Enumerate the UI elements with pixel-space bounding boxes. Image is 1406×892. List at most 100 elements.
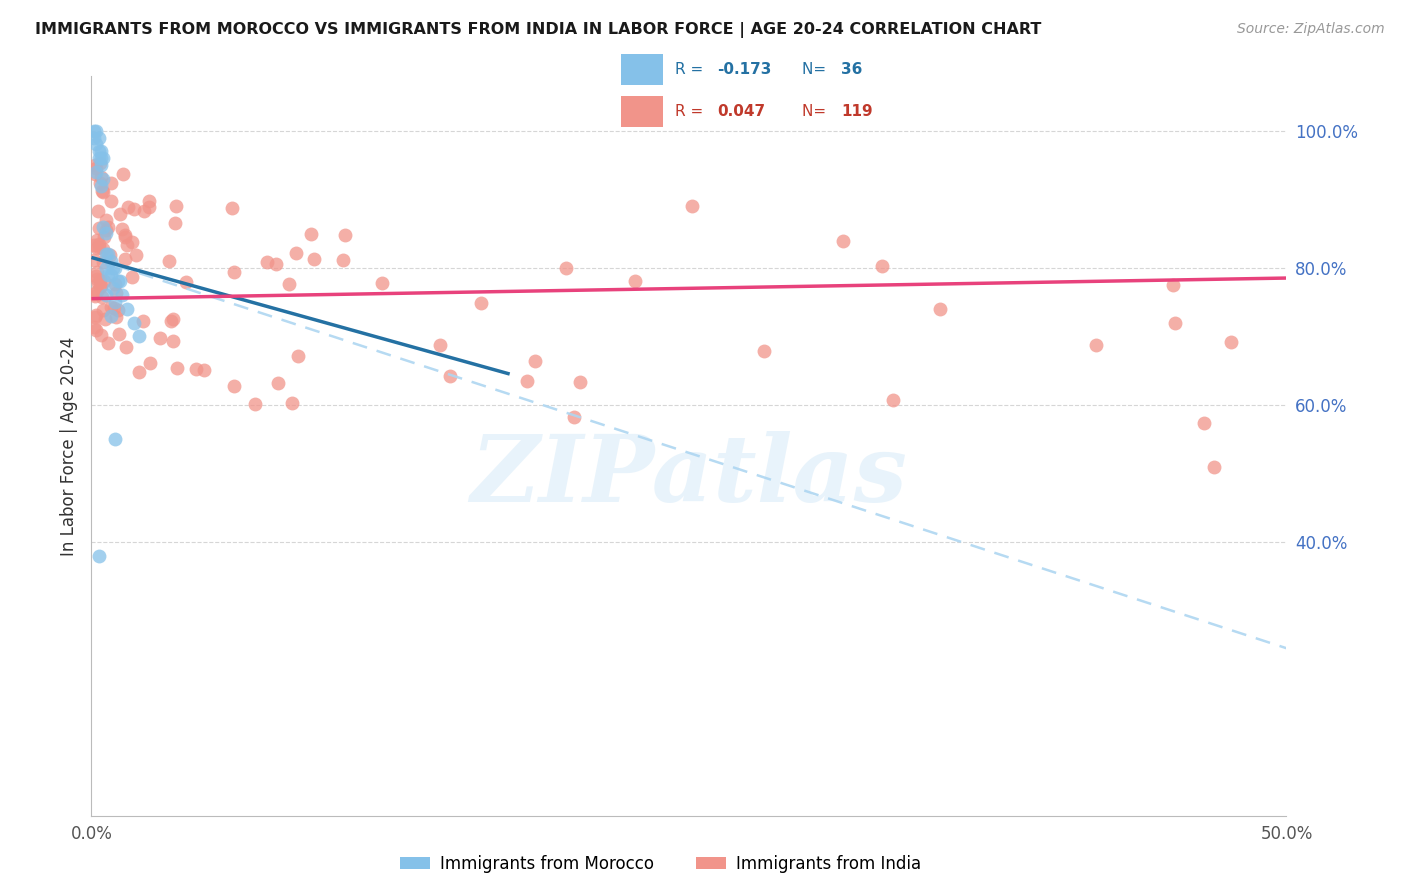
Bar (620, 96, 664, 127)
Point (332, 253, 354, 268)
Text: 0.047: 0.047 (717, 104, 765, 119)
Point (94, 288, 117, 302)
Text: IMMIGRANTS FROM MOROCCO VS IMMIGRANTS FROM INDIA IN LABOR FORCE | AGE 20-24 CORR: IMMIGRANTS FROM MOROCCO VS IMMIGRANTS FR… (35, 22, 1042, 38)
Point (114, 230, 136, 244)
Point (87, 236, 110, 251)
Point (94, 312, 117, 326)
Point (83, 238, 105, 252)
Point (107, 275, 129, 289)
Point (86, 264, 108, 278)
Point (299, 227, 322, 241)
Point (165, 199, 187, 213)
Point (83, 130, 105, 145)
Point (105, 310, 128, 324)
Point (87, 204, 110, 219)
Point (115, 301, 138, 316)
Point (555, 261, 578, 276)
Point (470, 295, 492, 310)
Point (132, 314, 155, 328)
Text: 119: 119 (841, 104, 873, 119)
Point (266, 257, 288, 271)
Point (93, 151, 114, 165)
Point (114, 252, 136, 266)
Point (302, 252, 325, 267)
Point (159, 254, 181, 268)
Point (93, 219, 114, 234)
Legend: Immigrants from Morocco, Immigrants from India: Immigrants from Morocco, Immigrants from… (394, 848, 928, 880)
Text: -0.173: -0.173 (717, 62, 772, 77)
Point (280, 396, 302, 410)
Point (121, 270, 143, 285)
Point (84, 308, 107, 322)
Point (623, 274, 645, 288)
Point (91, 303, 114, 318)
Point (149, 331, 172, 345)
Point (115, 237, 138, 252)
Point (870, 260, 893, 274)
Point (104, 432, 127, 446)
Point (100, 309, 122, 323)
Point (159, 314, 181, 328)
Point (128, 329, 150, 343)
Point (1164, 316, 1187, 330)
Point (84, 310, 107, 324)
Y-axis label: In Labor Force | Age 20-24: In Labor Force | Age 20-24 (59, 336, 77, 556)
Point (929, 301, 952, 316)
Point (86, 241, 108, 255)
Point (93, 274, 115, 288)
Point (335, 228, 357, 243)
Point (91, 184, 114, 198)
Point (103, 301, 125, 315)
Point (84, 123, 107, 137)
Point (562, 409, 585, 424)
Point (174, 275, 197, 289)
Text: N=: N= (801, 62, 831, 77)
Point (90, 278, 112, 293)
Point (256, 255, 278, 269)
Point (124, 316, 146, 330)
Point (267, 376, 290, 390)
Point (138, 200, 160, 214)
Text: R =: R = (675, 62, 709, 77)
Point (1219, 335, 1241, 350)
Point (139, 356, 162, 370)
Point (162, 334, 184, 349)
Point (87, 276, 110, 290)
Point (1085, 338, 1108, 352)
Point (162, 312, 184, 326)
Point (184, 362, 207, 376)
Point (193, 362, 215, 376)
Point (86, 285, 108, 299)
Point (114, 340, 136, 354)
Point (1163, 278, 1185, 293)
Point (91, 242, 114, 256)
Point (91, 255, 114, 269)
Point (87, 549, 110, 563)
Point (278, 277, 301, 292)
Point (89, 279, 111, 293)
Point (89, 272, 111, 286)
Point (224, 379, 246, 393)
Point (93, 230, 115, 244)
Point (100, 268, 122, 282)
Point (107, 302, 129, 317)
Point (84, 323, 107, 337)
Point (84, 288, 107, 302)
Bar (620, 54, 664, 85)
Point (83, 253, 105, 268)
Point (94, 227, 117, 241)
Point (516, 374, 538, 388)
Point (1192, 416, 1215, 430)
Point (124, 248, 146, 262)
Point (104, 285, 127, 300)
Point (87, 151, 110, 165)
Point (111, 167, 134, 181)
Point (97, 219, 120, 234)
Text: 36: 36 (841, 62, 863, 77)
Point (97, 268, 120, 282)
Point (108, 326, 131, 341)
Point (90, 178, 112, 193)
Point (104, 295, 127, 310)
Point (285, 246, 308, 260)
Point (90, 151, 112, 165)
